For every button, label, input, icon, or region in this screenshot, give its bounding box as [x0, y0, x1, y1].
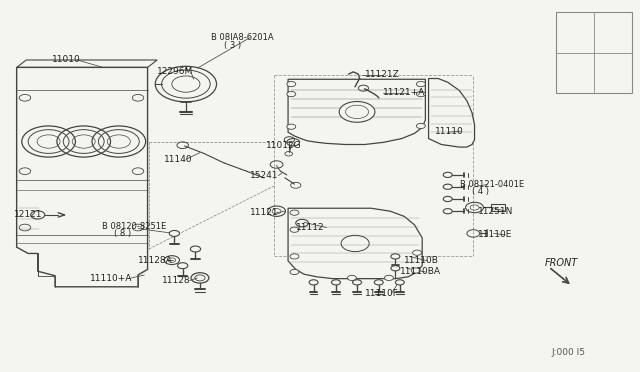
Circle shape	[339, 102, 375, 122]
Circle shape	[413, 250, 422, 255]
Text: 11140: 11140	[164, 155, 192, 164]
Polygon shape	[288, 79, 426, 144]
Circle shape	[170, 231, 179, 236]
Text: ( 3 ): ( 3 )	[224, 41, 241, 50]
Circle shape	[348, 275, 356, 280]
Text: J:000 I5: J:000 I5	[551, 347, 585, 356]
Text: 11010: 11010	[52, 55, 81, 64]
Text: 11110BA: 11110BA	[400, 267, 441, 276]
Circle shape	[444, 184, 452, 189]
Circle shape	[385, 275, 394, 280]
Text: 11121: 11121	[250, 208, 278, 217]
Text: 11110E: 11110E	[478, 230, 513, 240]
Circle shape	[177, 263, 188, 269]
Circle shape	[417, 92, 426, 97]
Polygon shape	[429, 78, 474, 147]
Text: 11121Z: 11121Z	[365, 70, 399, 79]
Text: B 08121-0401E: B 08121-0401E	[461, 180, 525, 189]
Circle shape	[287, 81, 296, 87]
Text: 11121+A: 11121+A	[383, 88, 425, 97]
Bar	[556, 12, 632, 93]
Circle shape	[444, 196, 452, 202]
Circle shape	[290, 254, 299, 259]
Circle shape	[417, 81, 426, 87]
Text: B 08IA8-6201A: B 08IA8-6201A	[211, 33, 274, 42]
Text: 11110B: 11110B	[404, 256, 439, 265]
Circle shape	[412, 268, 420, 273]
Circle shape	[287, 92, 296, 97]
Text: 12121: 12121	[13, 211, 42, 219]
Circle shape	[391, 266, 400, 271]
Text: 11110F: 11110F	[365, 289, 399, 298]
Text: 11112: 11112	[296, 223, 324, 232]
Circle shape	[444, 172, 452, 177]
Bar	[491, 204, 505, 211]
Text: 11012G: 11012G	[266, 141, 301, 151]
Circle shape	[374, 280, 383, 285]
Circle shape	[290, 227, 299, 232]
Circle shape	[417, 124, 426, 129]
Circle shape	[353, 280, 362, 285]
Text: 11110+A: 11110+A	[90, 274, 132, 283]
Text: FRONT: FRONT	[545, 258, 578, 268]
Polygon shape	[288, 208, 422, 279]
Circle shape	[190, 246, 200, 252]
Circle shape	[332, 280, 340, 285]
Circle shape	[444, 209, 452, 214]
Circle shape	[396, 280, 404, 285]
Text: 11110: 11110	[435, 126, 464, 136]
Text: 12296M: 12296M	[157, 67, 193, 76]
Circle shape	[309, 280, 318, 285]
Text: ( 4 ): ( 4 )	[472, 187, 489, 196]
Circle shape	[290, 269, 299, 275]
Text: 11128: 11128	[162, 276, 190, 285]
Text: 15241: 15241	[250, 171, 278, 180]
Circle shape	[290, 210, 299, 215]
Text: B 08120-8251E: B 08120-8251E	[102, 221, 166, 231]
Text: 11128A: 11128A	[138, 256, 173, 264]
Text: ( 8 ): ( 8 )	[115, 229, 131, 238]
Circle shape	[287, 124, 296, 129]
Circle shape	[391, 254, 400, 259]
Text: 11251N: 11251N	[478, 207, 514, 216]
